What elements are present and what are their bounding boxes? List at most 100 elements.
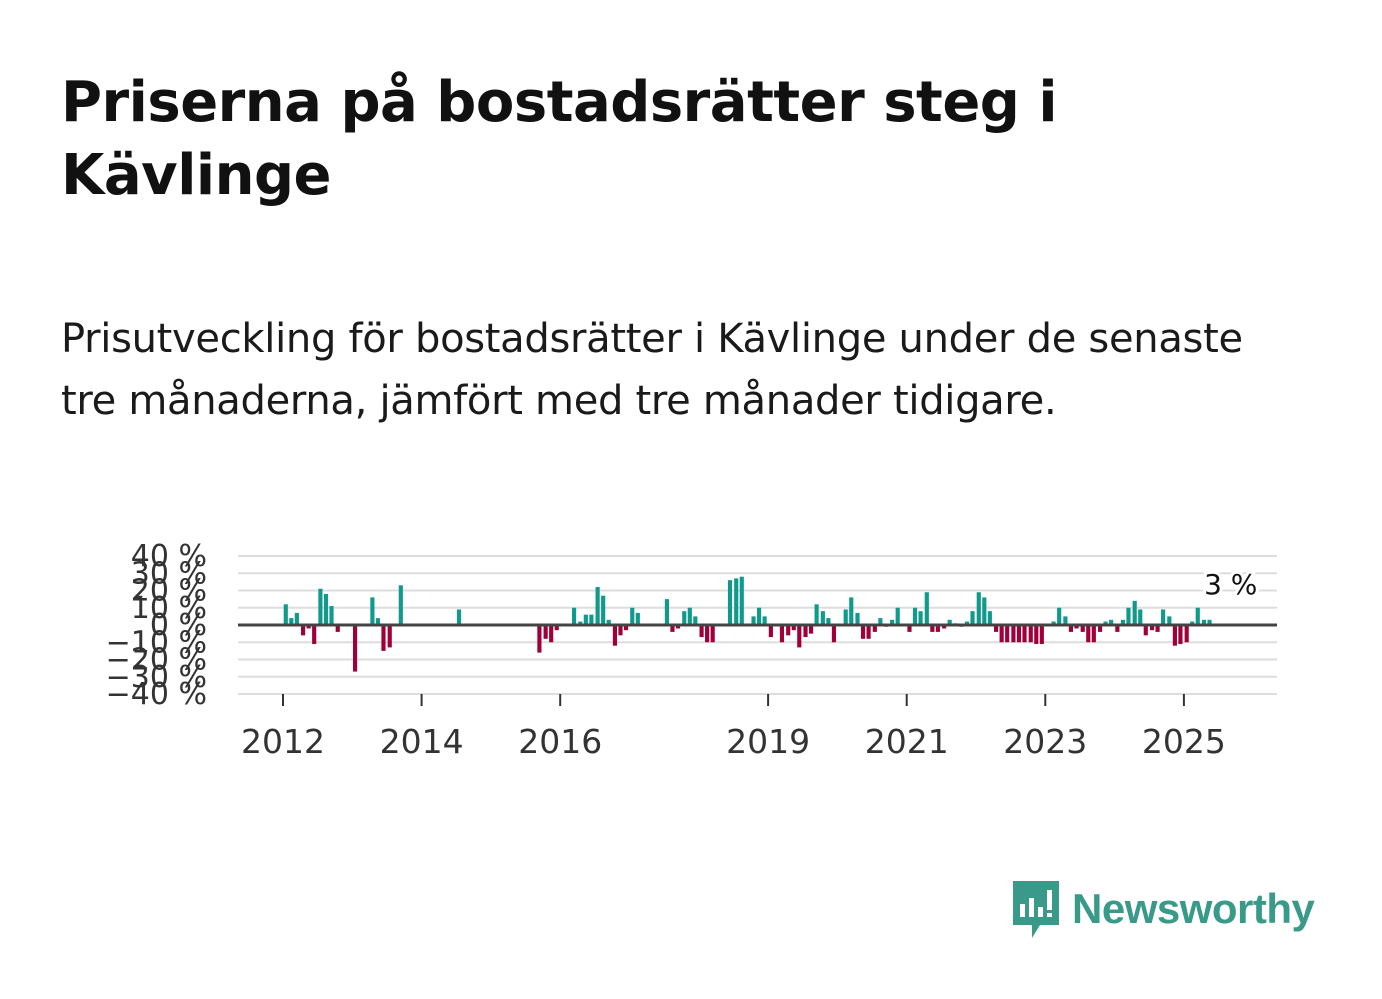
bar: [398, 585, 403, 625]
bar: [618, 625, 623, 636]
bar: [976, 592, 981, 625]
bar: [866, 625, 871, 639]
bar: [1068, 625, 1074, 632]
bar: [1155, 625, 1160, 632]
bar: [318, 588, 323, 625]
y-tick-label: 20 %: [131, 574, 207, 609]
bar: [1172, 625, 1177, 646]
bar: [1207, 619, 1212, 625]
bar: [739, 576, 744, 625]
bar: [982, 597, 987, 625]
y-tick-label: −20 %: [106, 643, 207, 678]
x-tick-label: 2023: [1003, 722, 1087, 761]
bar: [687, 607, 692, 625]
bar: [779, 625, 785, 643]
bar: [1034, 625, 1039, 644]
bar: [583, 614, 588, 625]
bar: [387, 625, 392, 648]
bar: [1016, 625, 1022, 643]
bar: [1051, 621, 1056, 625]
bar: [1028, 625, 1033, 643]
bar: [942, 625, 947, 629]
bar: [751, 616, 756, 625]
bar: [791, 625, 796, 631]
bar: [826, 618, 831, 625]
bar: [872, 625, 877, 632]
bar: [987, 611, 992, 625]
x-tick-label: 2014: [380, 722, 464, 761]
bar: [1126, 607, 1131, 625]
bar: [1149, 625, 1155, 631]
bar: [335, 625, 340, 632]
bar: [375, 618, 381, 625]
bar: [768, 625, 773, 638]
bar: [329, 606, 334, 625]
bar: [323, 593, 329, 625]
bar: [710, 625, 715, 643]
bar: [1167, 616, 1172, 625]
y-tick-label: 30 %: [131, 556, 207, 591]
bar: [571, 607, 577, 625]
x-tick-label: 2021: [865, 722, 949, 761]
bar: [1120, 619, 1125, 625]
bar: [554, 625, 559, 631]
bar-series: [283, 576, 1212, 672]
bar-chart: 40 %30 %20 %10 %0 %−10 %−20 %−30 %−40 % 2…: [106, 539, 1277, 761]
bar: [606, 619, 611, 625]
bar: [734, 578, 739, 625]
bar: [930, 625, 935, 632]
bar: [757, 607, 762, 625]
bar: [370, 597, 375, 625]
bar: [306, 625, 311, 629]
newsworthy-logo-icon: [1013, 881, 1059, 938]
x-tick-label: 2016: [518, 722, 602, 761]
bar: [947, 619, 952, 625]
bar: [895, 607, 900, 625]
bar: [1109, 619, 1114, 625]
bar: [699, 625, 704, 638]
bar: [1005, 625, 1010, 643]
bar: [860, 625, 866, 639]
bar: [283, 604, 288, 625]
bar: [803, 625, 808, 638]
bar: [352, 625, 358, 672]
bar: [878, 618, 883, 625]
bar: [1178, 625, 1183, 644]
bar: [1011, 625, 1016, 643]
bar: [831, 625, 837, 643]
bar: [456, 609, 462, 625]
bar: [537, 625, 542, 653]
bar: [1190, 621, 1195, 625]
bar: [1201, 619, 1207, 625]
bar: [682, 611, 687, 625]
bar: [601, 595, 606, 625]
last-value-label: 3 %: [1204, 568, 1257, 601]
bar: [797, 625, 802, 648]
chart-subtitle: Prisutveckling för bostadsrätter i Kävli…: [61, 316, 1243, 424]
bar: [543, 625, 548, 639]
chart-title: Priserna på bostadsrätter steg i Kävling…: [61, 70, 1058, 208]
bar: [589, 614, 594, 625]
bar: [924, 592, 929, 625]
bar: [1132, 600, 1137, 625]
x-tick-label: 2012: [241, 722, 325, 761]
bar: [727, 580, 733, 625]
bar: [907, 625, 912, 632]
bar: [964, 621, 970, 625]
bar: [1143, 625, 1148, 636]
bar: [301, 625, 306, 636]
x-tick-label: 2019: [726, 722, 810, 761]
brand-logo: Newsworthy: [1010, 876, 1315, 942]
bar: [994, 625, 999, 632]
bar: [814, 604, 819, 625]
bar: [675, 625, 681, 629]
bar: [312, 625, 317, 644]
bar: [808, 625, 814, 634]
y-tick-label: −10 %: [106, 625, 207, 660]
y-tick-label: −40 %: [106, 677, 207, 712]
bar: [693, 616, 698, 625]
bar: [623, 625, 629, 631]
bar: [630, 607, 635, 625]
bar: [289, 618, 294, 625]
bar: [849, 597, 854, 625]
